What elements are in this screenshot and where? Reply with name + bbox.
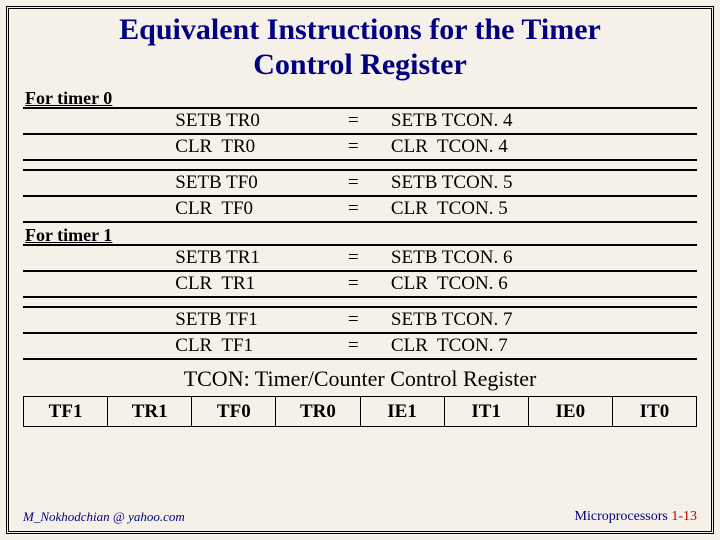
equals-sign: =: [320, 245, 387, 271]
equals-sign: =: [320, 170, 387, 196]
instruction-row: SETB TF0 = SETB TCON. 5: [23, 170, 697, 196]
register-bit-tf1: TF1: [24, 397, 108, 427]
title-line-2: Control Register: [253, 48, 467, 81]
instr-left: SETB TR0: [171, 108, 319, 134]
footer-course: Microprocessors 1-13: [575, 509, 697, 525]
instruction-table-timer0-group1: SETB TF0 = SETB TCON. 5 CLR TF0 = CLR TC…: [23, 169, 697, 223]
instruction-row: CLR TR1 = CLR TCON. 6: [23, 271, 697, 297]
register-bit-ie0: IE0: [528, 397, 612, 427]
footer-author: M_Nokhodchian @ yahoo.com: [23, 509, 185, 525]
register-bit-ie1: IE1: [360, 397, 444, 427]
slide-frame: Equivalent Instructions for the Timer Co…: [6, 6, 714, 534]
register-bit-tr1: TR1: [108, 397, 192, 427]
instr-right: SETB TCON. 7: [387, 307, 697, 333]
section-label-timer0: For timer 0: [23, 88, 697, 109]
register-bit-it1: IT1: [444, 397, 528, 427]
instruction-row: SETB TF1 = SETB TCON. 7: [23, 307, 697, 333]
equals-sign: =: [320, 108, 387, 134]
instruction-row: SETB TR1 = SETB TCON. 6: [23, 245, 697, 271]
instruction-row: CLR TF1 = CLR TCON. 7: [23, 333, 697, 359]
instr-left: SETB TR1: [171, 245, 319, 271]
equals-sign: =: [320, 271, 387, 297]
equals-sign: =: [320, 134, 387, 160]
slide-title: Equivalent Instructions for the Timer Co…: [23, 13, 697, 82]
instr-right: SETB TCON. 5: [387, 170, 697, 196]
equals-sign: =: [320, 333, 387, 359]
instruction-table-timer0-group0: SETB TR0 = SETB TCON. 4 CLR TR0 = CLR TC…: [23, 107, 697, 161]
instr-left: SETB TF0: [171, 170, 319, 196]
instruction-table-timer1-group0: SETB TR1 = SETB TCON. 6 CLR TR1 = CLR TC…: [23, 244, 697, 298]
instr-right: SETB TCON. 6: [387, 245, 697, 271]
instr-right: SETB TCON. 4: [387, 108, 697, 134]
register-bits-row: TF1 TR1 TF0 TR0 IE1 IT1 IE0 IT0: [24, 397, 697, 427]
register-bit-tr0: TR0: [276, 397, 360, 427]
equals-sign: =: [320, 196, 387, 222]
instr-right: CLR TCON. 6: [387, 271, 697, 297]
footer-page-number: 1-13: [671, 509, 697, 524]
register-bit-tf0: TF0: [192, 397, 276, 427]
instr-right: CLR TCON. 5: [387, 196, 697, 222]
footer-course-text: Microprocessors: [575, 509, 672, 524]
instr-left: CLR TF1: [171, 333, 319, 359]
register-caption: TCON: Timer/Counter Control Register: [23, 366, 697, 392]
instruction-table-timer1-group1: SETB TF1 = SETB TCON. 7 CLR TF1 = CLR TC…: [23, 306, 697, 360]
instr-left: CLR TR0: [171, 134, 319, 160]
instr-left: CLR TR1: [171, 271, 319, 297]
instr-right: CLR TCON. 7: [387, 333, 697, 359]
register-bits-table: TF1 TR1 TF0 TR0 IE1 IT1 IE0 IT0: [23, 396, 697, 427]
instruction-row: CLR TF0 = CLR TCON. 5: [23, 196, 697, 222]
instruction-row: CLR TR0 = CLR TCON. 4: [23, 134, 697, 160]
register-bit-it0: IT0: [612, 397, 696, 427]
title-line-1: Equivalent Instructions for the Timer: [119, 13, 601, 46]
section-label-timer1: For timer 1: [23, 225, 697, 246]
instr-left: CLR TF0: [171, 196, 319, 222]
instr-right: CLR TCON. 4: [387, 134, 697, 160]
instr-left: SETB TF1: [171, 307, 319, 333]
equals-sign: =: [320, 307, 387, 333]
instruction-row: SETB TR0 = SETB TCON. 4: [23, 108, 697, 134]
